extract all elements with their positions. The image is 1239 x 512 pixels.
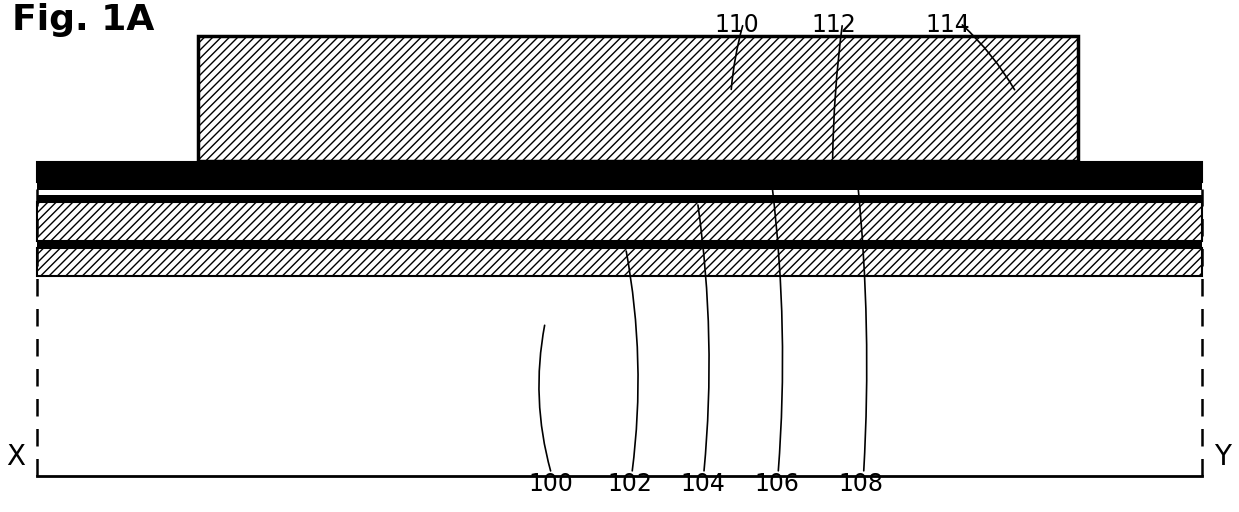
Text: 112: 112: [812, 13, 856, 37]
Text: 100: 100: [529, 472, 574, 496]
Text: 102: 102: [607, 472, 652, 496]
Bar: [37, 248, 1202, 276]
Bar: [37, 162, 1202, 182]
Bar: [37, 195, 1202, 202]
Text: X: X: [6, 443, 25, 471]
Text: 108: 108: [839, 472, 883, 496]
Bar: [37, 183, 1202, 190]
Bar: [37, 241, 1202, 248]
Bar: [198, 36, 1078, 161]
Text: 104: 104: [680, 472, 725, 496]
Text: 110: 110: [715, 13, 760, 37]
Text: 106: 106: [755, 472, 799, 496]
Text: Fig. 1A: Fig. 1A: [12, 3, 155, 36]
Text: 114: 114: [926, 13, 970, 37]
Bar: [37, 202, 1202, 241]
Text: Y: Y: [1214, 443, 1232, 471]
